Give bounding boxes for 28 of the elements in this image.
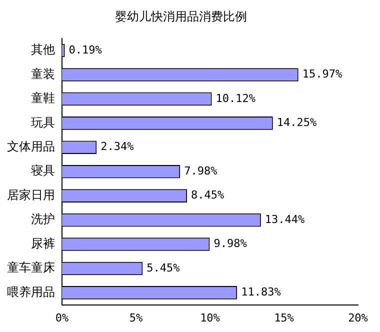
data-label: 5.45%: [146, 261, 180, 274]
y-tick-label: 寝具: [31, 164, 55, 178]
y-tick-label: 喂养用品: [7, 284, 55, 299]
y-tick-label: 尿裤: [31, 236, 55, 250]
data-label: 10.12%: [216, 92, 256, 105]
x-tick-label: 10%: [200, 311, 220, 324]
x-tick-label: 5%: [129, 311, 143, 324]
x-tick-label: 20%: [348, 311, 368, 324]
data-label: 8.45%: [191, 188, 225, 202]
y-tick-label: 童车童床: [7, 260, 55, 275]
data-label: 11.83%: [241, 286, 282, 299]
data-label: 13.44%: [264, 212, 306, 226]
y-tick-label: 童鞋: [31, 91, 55, 106]
chart-title: 婴幼儿快消用品消费比例: [115, 9, 247, 24]
data-label: 0.19%: [68, 43, 102, 56]
x-tick-label: 15%: [274, 311, 294, 324]
y-tick-label: 其他: [31, 42, 55, 57]
data-label: 2.34%: [100, 140, 134, 154]
data-label: 15.97%: [302, 68, 342, 81]
data-label: 7.98%: [184, 164, 218, 178]
y-tick-label: 文体用品: [7, 140, 55, 154]
x-tick-label: 0%: [55, 311, 69, 324]
data-label: 14.25%: [276, 116, 318, 130]
data-label: 9.98%: [214, 237, 248, 250]
y-tick-label: 洗护: [31, 212, 55, 226]
y-tick-label: 玩具: [31, 115, 55, 130]
y-tick-label: 童装: [31, 66, 55, 81]
y-tick-label: 居家日用: [7, 188, 55, 202]
